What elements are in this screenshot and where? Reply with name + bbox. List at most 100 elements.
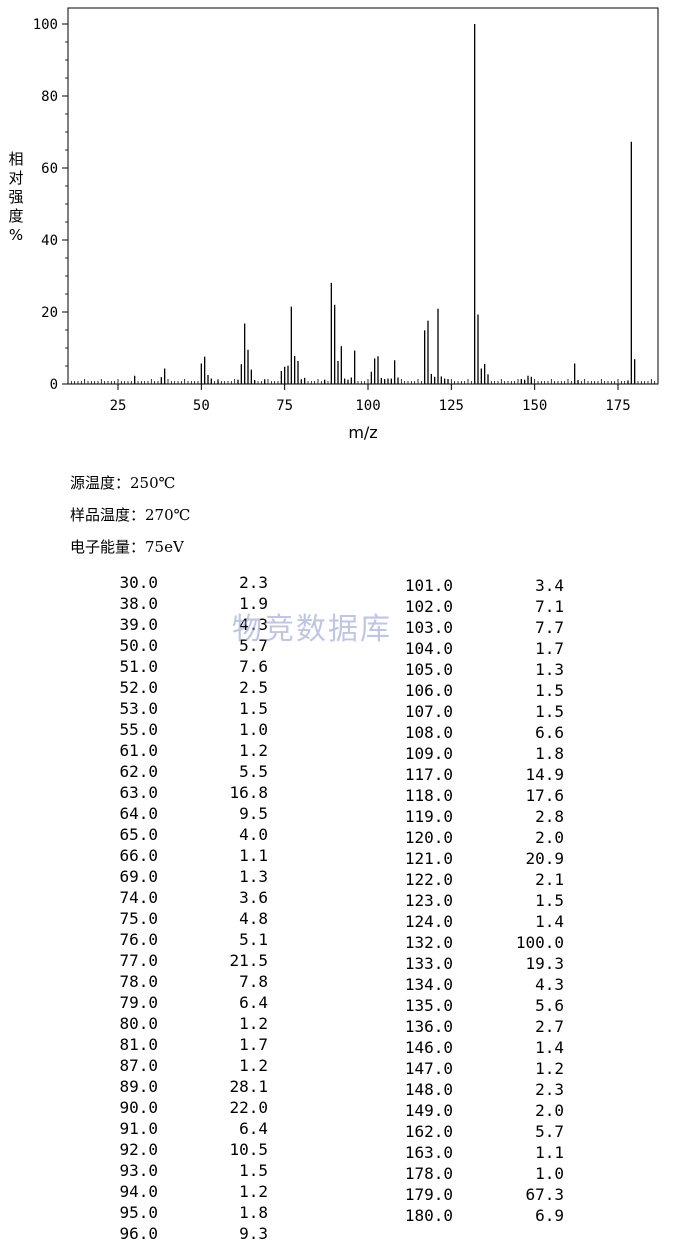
intensity-value: 17.6 <box>525 786 564 805</box>
intensity-value: 5.5 <box>239 762 268 781</box>
mz-value: 62.0 <box>119 762 158 781</box>
x-tick-label: 75 <box>276 398 293 414</box>
intensity-value: 2.0 <box>535 1101 564 1120</box>
mz-value: 118.0 <box>404 786 453 805</box>
table-row: 63.0 16.8 <box>0 782 680 803</box>
intensity-value: 2.3 <box>239 573 268 592</box>
table-row: 66.0 1.1 <box>0 845 680 866</box>
intensity-value: 67.3 <box>525 1185 564 1204</box>
table-row: 103.0 7.7 <box>0 617 680 638</box>
table-row: 123.0 1.5 <box>0 890 680 911</box>
sample-temperature: 样品温度：270℃ <box>70 506 191 524</box>
mz-value: 132.0 <box>404 933 453 952</box>
mz-value: 117.0 <box>404 765 453 784</box>
table-row: 65.0 4.0 <box>0 824 680 845</box>
mz-value: 64.0 <box>119 804 158 823</box>
mz-value: 122.0 <box>404 870 453 889</box>
intensity-value: 19.3 <box>525 954 564 973</box>
mz-value: 74.0 <box>119 888 158 907</box>
mz-value: 30.0 <box>119 573 158 592</box>
intensity-value: 4.0 <box>239 825 268 844</box>
mz-value: 103.0 <box>404 618 453 637</box>
mz-value: 104.0 <box>404 639 453 658</box>
x-tick-label: 100 <box>355 398 380 414</box>
mz-value: 90.0 <box>119 1098 158 1117</box>
mz-value: 80.0 <box>119 1014 158 1033</box>
intensity-value: 28.1 <box>229 1077 268 1096</box>
mz-value: 148.0 <box>404 1080 453 1099</box>
intensity-value: 1.8 <box>535 744 564 763</box>
intensity-value: 14.9 <box>525 765 564 784</box>
table-row: 106.0 1.5 <box>0 680 680 701</box>
intensity-value: 22.0 <box>229 1098 268 1117</box>
intensity-value: 1.5 <box>239 699 268 718</box>
intensity-value: 1.4 <box>535 1038 564 1057</box>
table-row: 162.0 5.7 <box>0 1121 680 1142</box>
mz-value: 136.0 <box>404 1017 453 1036</box>
intensity-value: 6.6 <box>535 723 564 742</box>
intensity-value: 2.7 <box>535 1017 564 1036</box>
mz-value: 133.0 <box>404 954 453 973</box>
intensity-value: 1.3 <box>239 867 268 886</box>
table-row: 52.0 2.5 <box>0 677 680 698</box>
mz-value: 94.0 <box>119 1182 158 1201</box>
intensity-value: 16.8 <box>229 783 268 802</box>
intensity-value: 1.9 <box>239 594 268 613</box>
mz-value: 50.0 <box>119 636 158 655</box>
mz-value: 123.0 <box>404 891 453 910</box>
table-row: 79.0 6.4 <box>0 992 680 1013</box>
plot-frame <box>67 7 659 385</box>
mz-value: 89.0 <box>119 1077 158 1096</box>
mz-value: 66.0 <box>119 846 158 865</box>
intensity-value: 10.5 <box>229 1140 268 1159</box>
intensity-value: 6.4 <box>239 1119 268 1138</box>
x-tick-label: 50 <box>193 398 210 414</box>
intensity-value: 5.7 <box>239 636 268 655</box>
table-row: 51.0 7.6 <box>0 656 680 677</box>
table-row: 61.0 1.2 <box>0 740 680 761</box>
intensity-value: 7.7 <box>535 618 564 637</box>
y-tick-label: 80 <box>41 89 58 105</box>
intensity-value: 2.1 <box>535 870 564 889</box>
mz-value: 69.0 <box>119 867 158 886</box>
mz-value: 93.0 <box>119 1161 158 1180</box>
intensity-value: 9.3 <box>239 1224 268 1243</box>
table-row: 180.0 6.9 <box>0 1205 680 1226</box>
intensity-value: 4.3 <box>239 615 268 634</box>
mass-spectrum-chart: 25 50 75 100 125 150 175 0 20 40 60 80 100 m/z 相对强度% <box>8 7 659 442</box>
intensity-value: 1.2 <box>239 1182 268 1201</box>
table-row: 178.0 1.0 <box>0 1163 680 1184</box>
mz-value: 149.0 <box>404 1101 453 1120</box>
table-row: 75.0 4.8 <box>0 908 680 929</box>
mz-value: 96.0 <box>119 1224 158 1243</box>
table-row: 117.0 14.9 <box>0 764 680 785</box>
mz-value: 95.0 <box>119 1203 158 1222</box>
table-row: 134.0 4.3 <box>0 974 680 995</box>
table-row: 94.0 1.2 <box>0 1181 680 1202</box>
table-row: 74.0 3.6 <box>0 887 680 908</box>
watermark: 物竞数据库 <box>232 612 392 647</box>
table-row: 30.0 2.3 <box>0 572 680 593</box>
intensity-value: 1.5 <box>239 1161 268 1180</box>
table-row: 95.0 1.8 <box>0 1202 680 1223</box>
y-tick-label: 100 <box>33 17 58 33</box>
intensity-value: 20.9 <box>525 849 564 868</box>
table-row: 146.0 1.4 <box>0 1037 680 1058</box>
intensity-value: 9.5 <box>239 804 268 823</box>
table-row: 132.0 100.0 <box>0 932 680 953</box>
mz-value: 55.0 <box>119 720 158 739</box>
y-tick-label: 60 <box>41 161 58 177</box>
mz-value: 63.0 <box>119 783 158 802</box>
x-tick-label: 150 <box>522 398 547 414</box>
intensity-value: 5.1 <box>239 930 268 949</box>
mz-value: 65.0 <box>119 825 158 844</box>
mz-value: 108.0 <box>404 723 453 742</box>
table-row: 119.0 2.8 <box>0 806 680 827</box>
y-tick-label: 40 <box>41 233 58 249</box>
table-row: 105.0 1.3 <box>0 659 680 680</box>
table-row: 91.0 6.4 <box>0 1118 680 1139</box>
table-row: 81.0 1.7 <box>0 1034 680 1055</box>
mz-value: 109.0 <box>404 744 453 763</box>
intensity-value: 7.1 <box>535 597 564 616</box>
intensity-value: 7.6 <box>239 657 268 676</box>
